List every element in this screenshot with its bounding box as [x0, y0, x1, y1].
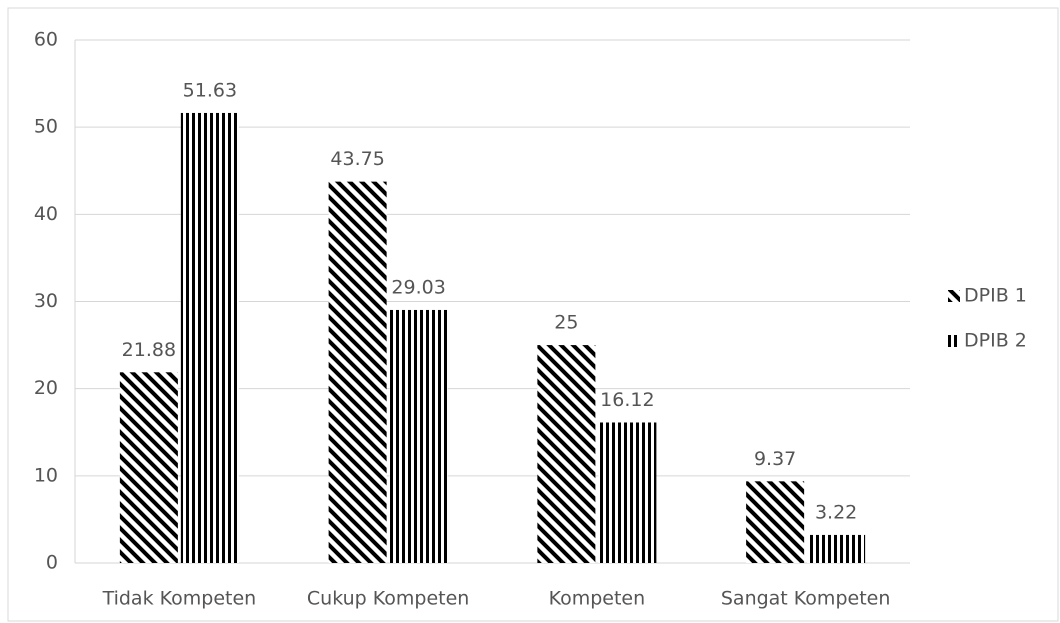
value-label: 25: [554, 312, 578, 334]
value-label: 9.37: [754, 448, 796, 470]
y-tick-label: 20: [34, 377, 58, 399]
y-tick-label: 30: [34, 290, 58, 312]
bar: [598, 422, 656, 563]
value-label: 16.12: [600, 389, 654, 411]
y-tick-label: 60: [34, 29, 58, 51]
value-label: 21.88: [122, 339, 176, 361]
y-tick-label: 40: [34, 203, 58, 225]
legend-label: DPIB 2: [964, 330, 1027, 352]
value-label: 29.03: [391, 276, 445, 298]
x-tick-label: Cukup Kompeten: [307, 588, 469, 610]
value-label: 51.63: [183, 79, 237, 101]
x-tick-label: Sangat Kompeten: [721, 588, 891, 610]
bar: [181, 113, 239, 563]
bar: [329, 182, 387, 563]
bar: [746, 481, 804, 563]
legend-label: DPIB 1: [964, 285, 1027, 307]
bar: [807, 535, 865, 563]
x-tick-label: Kompeten: [549, 588, 646, 610]
bar: [120, 372, 178, 563]
bar: [390, 310, 448, 563]
y-tick-label: 0: [46, 552, 58, 574]
chart: 0 10 20 30 40 50 60 Tidak Kompeten 21.88 51.63 Cuk…: [0, 0, 1060, 623]
bar: [537, 345, 595, 563]
y-tick-label: 10: [34, 464, 58, 486]
x-tick-label: Tidak Kompeten: [102, 588, 257, 610]
value-label: 3.22: [815, 501, 857, 523]
value-label: 43.75: [330, 148, 384, 170]
legend-swatch: [948, 335, 960, 347]
page: 0 10 20 30 40 50 60 Tidak Kompeten 21.88 51.63 Cuk…: [0, 0, 1060, 623]
legend-swatch: [948, 290, 960, 302]
y-tick-label: 50: [34, 116, 58, 138]
